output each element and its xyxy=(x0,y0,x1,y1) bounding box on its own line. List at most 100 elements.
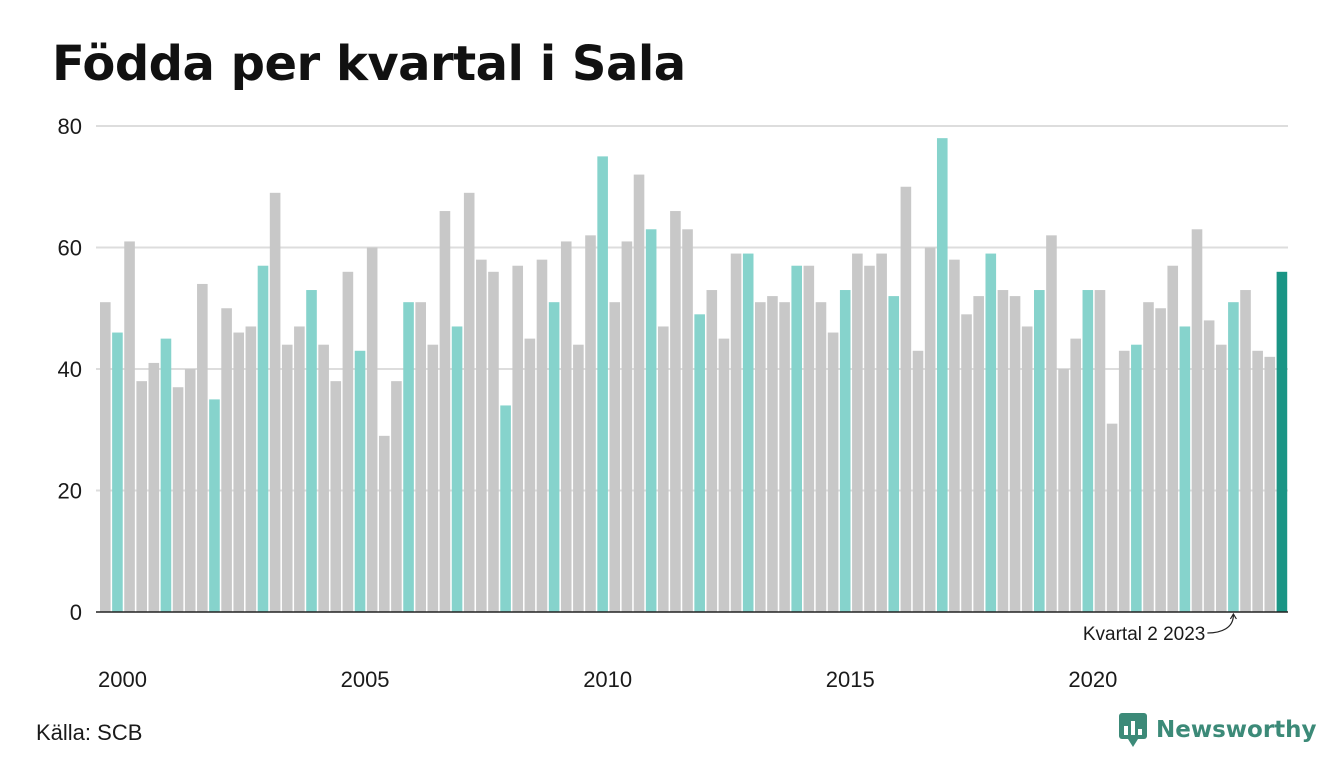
bar xyxy=(924,247,936,612)
bar xyxy=(463,192,475,612)
bar-chart: 0 20 40 60 80 2000 2005 2010 2015 2020 Kvartal 2… xyxy=(58,114,1288,692)
y-tick-label: 20 xyxy=(58,479,82,504)
bar xyxy=(755,302,766,612)
x-tick-label: 2005 xyxy=(341,667,390,692)
bar xyxy=(1094,290,1106,612)
bar xyxy=(1252,350,1263,612)
bar xyxy=(1191,229,1203,612)
bar xyxy=(233,332,245,612)
bar xyxy=(209,399,220,613)
bar xyxy=(718,338,730,613)
bar xyxy=(1046,235,1057,612)
bar xyxy=(184,369,196,612)
bar xyxy=(767,296,778,612)
bar xyxy=(936,138,948,612)
bar xyxy=(657,326,669,612)
bar xyxy=(597,156,608,613)
brand-name: Newsworthy xyxy=(1156,717,1317,743)
bar xyxy=(791,265,803,612)
chart-title: Födda per kvartal i Sala xyxy=(52,36,686,92)
bar xyxy=(281,344,293,612)
bar xyxy=(148,362,160,612)
bar xyxy=(827,332,839,612)
bar xyxy=(112,332,123,612)
y-tick-label: 80 xyxy=(58,114,82,139)
bar xyxy=(609,302,621,612)
y-tick-label: 40 xyxy=(58,357,82,382)
bar xyxy=(985,253,997,612)
bar xyxy=(633,174,645,612)
bar xyxy=(245,326,257,612)
bar xyxy=(560,241,572,612)
bar xyxy=(318,344,329,612)
bar xyxy=(973,296,984,612)
bar xyxy=(1276,271,1288,612)
bar xyxy=(306,290,317,612)
bar xyxy=(378,435,390,612)
bar xyxy=(488,271,499,612)
bar xyxy=(1155,308,1166,612)
bar xyxy=(1034,290,1045,612)
annotation-arrow xyxy=(1207,612,1237,634)
bar xyxy=(160,338,172,613)
bar xyxy=(257,265,269,612)
y-tick-label: 0 xyxy=(70,600,82,625)
bar xyxy=(997,290,1009,612)
annotation: Kvartal 2 2023 xyxy=(1083,612,1237,645)
y-axis-tick-labels: 0 20 40 60 80 xyxy=(58,114,82,625)
bar xyxy=(876,253,887,612)
bar xyxy=(1070,338,1081,613)
bar xyxy=(852,253,863,612)
bar xyxy=(100,302,111,612)
bar xyxy=(1118,350,1130,612)
bar xyxy=(197,283,208,612)
x-tick-label: 2015 xyxy=(826,667,875,692)
bar xyxy=(1106,423,1118,612)
bar xyxy=(1264,356,1276,612)
bar xyxy=(706,290,718,612)
bar xyxy=(912,350,924,612)
y-tick-label: 60 xyxy=(58,236,82,261)
bar xyxy=(1082,290,1094,612)
bar xyxy=(512,265,524,612)
x-tick-label: 2000 xyxy=(98,667,147,692)
bar xyxy=(451,326,463,612)
bar xyxy=(645,229,657,612)
bar xyxy=(330,381,342,612)
x-axis-tick-labels: 2000 2005 2010 2015 2020 xyxy=(98,667,1117,692)
bar xyxy=(621,241,633,612)
bar xyxy=(888,296,900,612)
bar xyxy=(742,253,754,612)
bar xyxy=(803,265,815,612)
bar xyxy=(670,211,681,613)
bar xyxy=(694,314,705,612)
bar xyxy=(949,259,960,612)
bar xyxy=(1179,326,1191,612)
newsworthy-logo-icon xyxy=(1119,713,1147,747)
bar xyxy=(585,235,596,612)
bar xyxy=(1131,344,1142,612)
bar xyxy=(1009,296,1021,612)
bar xyxy=(391,381,402,612)
bar xyxy=(366,247,378,612)
bar xyxy=(403,302,414,612)
bar xyxy=(1203,320,1215,612)
bar xyxy=(1240,290,1251,612)
bar xyxy=(779,302,790,612)
bar xyxy=(573,344,584,612)
bar xyxy=(548,302,560,612)
bar xyxy=(682,229,693,612)
bar xyxy=(1021,326,1033,612)
bar xyxy=(427,344,439,612)
bar xyxy=(269,192,281,612)
bar xyxy=(439,211,451,613)
bar xyxy=(476,259,487,612)
bar xyxy=(864,265,875,612)
bar xyxy=(172,387,184,612)
bar xyxy=(500,405,511,612)
bar xyxy=(900,186,912,612)
bar xyxy=(1215,344,1227,612)
bar xyxy=(294,326,305,612)
bar xyxy=(730,253,742,612)
bar xyxy=(221,308,232,612)
